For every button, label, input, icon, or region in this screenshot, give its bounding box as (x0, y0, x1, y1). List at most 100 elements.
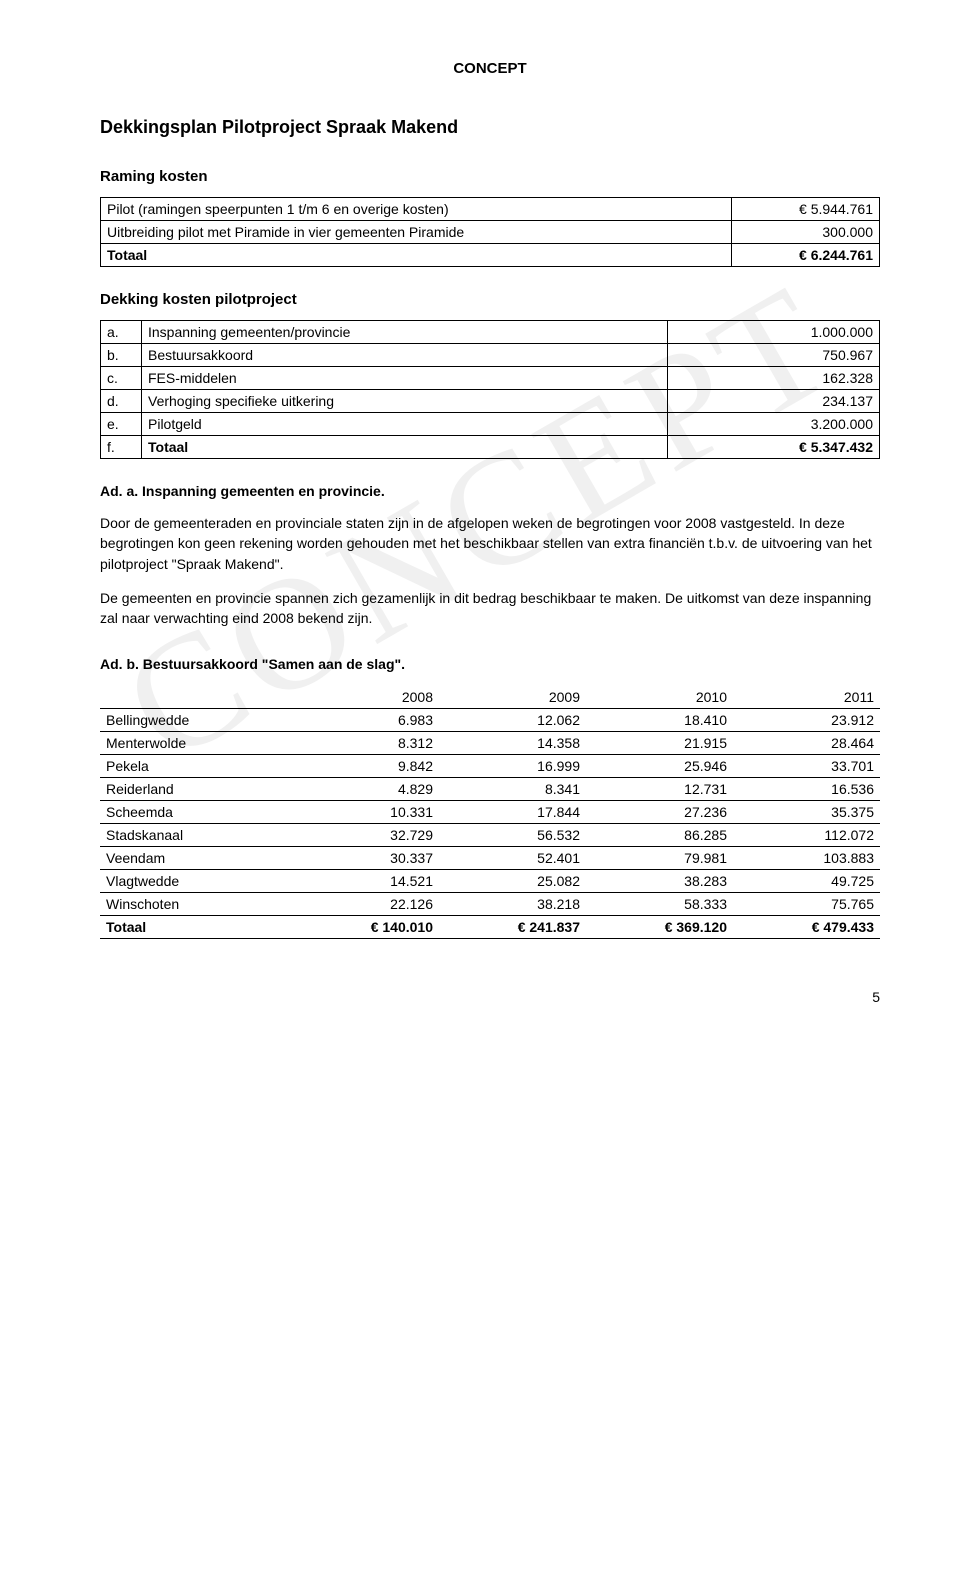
table-row: Winschoten 22.126 38.218 58.333 75.765 (100, 893, 880, 916)
cell-value: 162.328 (667, 367, 879, 390)
cell-value: 103.883 (733, 847, 880, 870)
cell-value: 25.082 (439, 870, 586, 893)
cell-label: Bellingwedde (100, 709, 292, 732)
cell-value: 8.341 (439, 778, 586, 801)
cell-value: € 369.120 (586, 916, 733, 939)
cell-value: 27.236 (586, 801, 733, 824)
cell-value: 32.729 (292, 824, 439, 847)
table-row: c. FES-middelen 162.328 (101, 367, 880, 390)
cell-value: 86.285 (586, 824, 733, 847)
cell-idx: b. (101, 344, 142, 367)
cell-value: 9.842 (292, 755, 439, 778)
cell-value: 79.981 (586, 847, 733, 870)
cell-label: Bestuursakkoord (142, 344, 668, 367)
table-row: Veendam 30.337 52.401 79.981 103.883 (100, 847, 880, 870)
cell-value: 35.375 (733, 801, 880, 824)
cell-value: 12.062 (439, 709, 586, 732)
cell-idx: e. (101, 413, 142, 436)
table-row: Menterwolde 8.312 14.358 21.915 28.464 (100, 732, 880, 755)
col-year: 2011 (733, 686, 880, 709)
table-row: Scheemda 10.331 17.844 27.236 35.375 (100, 801, 880, 824)
cell-value: € 479.433 (733, 916, 880, 939)
cell-label: Pilotgeld (142, 413, 668, 436)
cell-value: 23.912 (733, 709, 880, 732)
table-row: Reiderland 4.829 8.341 12.731 16.536 (100, 778, 880, 801)
cell-value: € 241.837 (439, 916, 586, 939)
cell-value: € 5.347.432 (667, 436, 879, 459)
page-title: Dekkingsplan Pilotproject Spraak Makend (100, 117, 880, 138)
cell-label: Stadskanaal (100, 824, 292, 847)
cell-value: 14.521 (292, 870, 439, 893)
cell-value: 17.844 (439, 801, 586, 824)
table-row: Stadskanaal 32.729 56.532 86.285 112.072 (100, 824, 880, 847)
col-blank (100, 686, 292, 709)
table-row: Totaal € 6.244.761 (101, 244, 880, 267)
cell-label: Winschoten (100, 893, 292, 916)
table-row: a. Inspanning gemeenten/provincie 1.000.… (101, 321, 880, 344)
raming-table: Pilot (ramingen speerpunten 1 t/m 6 en o… (100, 197, 880, 267)
cell-value: 30.337 (292, 847, 439, 870)
table-header-row: 2008 2009 2010 2011 (100, 686, 880, 709)
col-year: 2008 (292, 686, 439, 709)
cell-label: Scheemda (100, 801, 292, 824)
raming-heading: Raming kosten (100, 168, 880, 185)
cell-value: 52.401 (439, 847, 586, 870)
table-row: Pilot (ramingen speerpunten 1 t/m 6 en o… (101, 198, 880, 221)
ad-b-title: Ad. b. Bestuursakkoord "Samen aan de sla… (100, 656, 880, 672)
cell-label: Inspanning gemeenten/provincie (142, 321, 668, 344)
header-concept: CONCEPT (100, 60, 880, 77)
cell-value: 1.000.000 (667, 321, 879, 344)
table-row: d. Verhoging specifieke uitkering 234.13… (101, 390, 880, 413)
cell-value: 33.701 (733, 755, 880, 778)
cell-value: € 5.944.761 (731, 198, 879, 221)
cell-value: 22.126 (292, 893, 439, 916)
cell-label: Pilot (ramingen speerpunten 1 t/m 6 en o… (101, 198, 732, 221)
cell-value: 3.200.000 (667, 413, 879, 436)
col-year: 2010 (586, 686, 733, 709)
cell-value: € 6.244.761 (731, 244, 879, 267)
cell-value: 49.725 (733, 870, 880, 893)
table-row: Vlagtwedde 14.521 25.082 38.283 49.725 (100, 870, 880, 893)
cell-label: Totaal (101, 244, 732, 267)
table-row: Pekela 9.842 16.999 25.946 33.701 (100, 755, 880, 778)
cell-value: 16.536 (733, 778, 880, 801)
cell-value: 12.731 (586, 778, 733, 801)
col-year: 2009 (439, 686, 586, 709)
cell-label: Totaal (142, 436, 668, 459)
cell-label: Pekela (100, 755, 292, 778)
table-total-row: Totaal € 140.010 € 241.837 € 369.120 € 4… (100, 916, 880, 939)
cell-label: Reiderland (100, 778, 292, 801)
ad-a-title: Ad. a. Inspanning gemeenten en provincie… (100, 483, 880, 499)
dekking-table: a. Inspanning gemeenten/provincie 1.000.… (100, 320, 880, 459)
year-table: 2008 2009 2010 2011 Bellingwedde 6.983 1… (100, 686, 880, 939)
cell-idx: c. (101, 367, 142, 390)
cell-value: € 140.010 (292, 916, 439, 939)
page-number: 5 (100, 989, 880, 1005)
cell-value: 18.410 (586, 709, 733, 732)
cell-value: 56.532 (439, 824, 586, 847)
table-row: Bellingwedde 6.983 12.062 18.410 23.912 (100, 709, 880, 732)
cell-idx: a. (101, 321, 142, 344)
cell-label: Totaal (100, 916, 292, 939)
cell-value: 234.137 (667, 390, 879, 413)
cell-idx: f. (101, 436, 142, 459)
cell-value: 21.915 (586, 732, 733, 755)
cell-idx: d. (101, 390, 142, 413)
cell-value: 6.983 (292, 709, 439, 732)
cell-label: Uitbreiding pilot met Piramide in vier g… (101, 221, 732, 244)
table-row: b. Bestuursakkoord 750.967 (101, 344, 880, 367)
cell-value: 28.464 (733, 732, 880, 755)
cell-value: 38.283 (586, 870, 733, 893)
ad-a-para1: Door de gemeenteraden en provinciale sta… (100, 513, 880, 574)
cell-label: FES-middelen (142, 367, 668, 390)
cell-value: 25.946 (586, 755, 733, 778)
cell-value: 58.333 (586, 893, 733, 916)
cell-value: 16.999 (439, 755, 586, 778)
cell-value: 300.000 (731, 221, 879, 244)
cell-label: Veendam (100, 847, 292, 870)
cell-value: 38.218 (439, 893, 586, 916)
table-row: e. Pilotgeld 3.200.000 (101, 413, 880, 436)
cell-label: Menterwolde (100, 732, 292, 755)
table-row: f. Totaal € 5.347.432 (101, 436, 880, 459)
cell-value: 10.331 (292, 801, 439, 824)
